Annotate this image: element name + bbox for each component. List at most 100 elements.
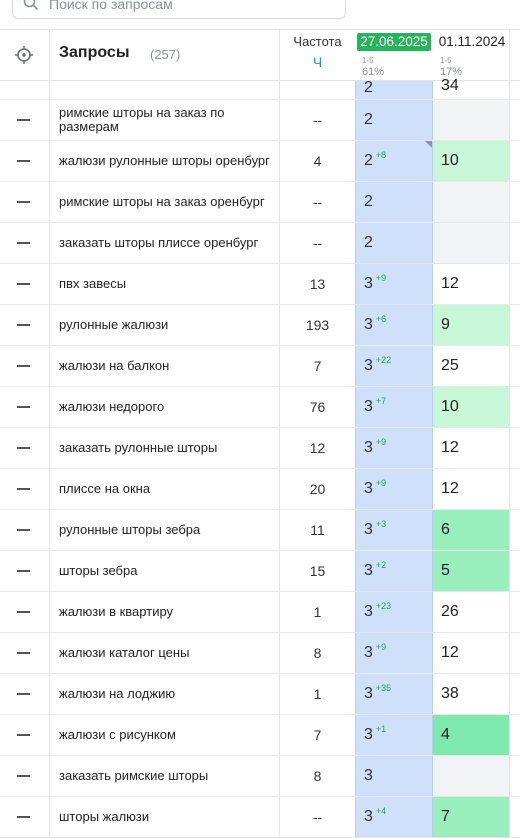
row-actions [0,756,50,796]
frequency-value: 1 [313,604,322,620]
crosshair-icon[interactable] [14,45,34,65]
table-row[interactable]: жалюзи на балкон 7 3 +22 25 [0,346,520,387]
date2-label[interactable]: 01.11.2024 [438,34,506,49]
table-header: Запросы (257) Частота Ч 27.06.2025 1-5 6… [0,29,520,81]
position-value: 5 [441,562,450,579]
frequency-type[interactable]: Ч [312,54,323,70]
table-row[interactable]: шторы жалюзи -- 3 +4 7 [0,797,520,838]
row-position-date1: 3 [355,756,433,796]
minus-icon[interactable] [17,119,30,121]
row-query[interactable]: заказать шторы плиссе оренбург [50,223,280,263]
header-date1-cell[interactable]: 27.06.2025 1-5 61% [355,30,433,80]
minus-icon[interactable] [17,447,30,449]
table-row[interactable]: римские шторы на заказ по размерам -- 2 [0,100,520,141]
minus-icon[interactable] [17,570,30,572]
minus-icon[interactable] [17,242,30,244]
table-row[interactable]: заказать рулонные шторы 12 3 +9 12 [0,428,520,469]
minus-icon[interactable] [17,611,30,613]
minus-icon[interactable] [17,488,30,490]
position-value: 3 +2 [364,560,387,580]
table-row[interactable]: жалюзи с рисунком 7 3 +1 4 [0,715,520,756]
minus-icon[interactable] [17,283,30,285]
row-frequency: 8 [280,633,355,673]
row-actions [0,305,50,345]
row-frequency: 1 [280,674,355,714]
row-query[interactable]: жалюзи недорого [50,387,280,427]
row-actions [0,797,50,837]
row-query[interactable]: шторы зебра [50,551,280,591]
frequency-value: 15 [309,563,326,579]
table-row[interactable]: рулонные шторы зебра 11 3 +3 6 [0,510,520,551]
search-box[interactable] [12,0,346,19]
row-query[interactable]: римские шторы на заказ по размерам [50,100,280,140]
position-number: 3 [364,398,373,415]
row-position-date1: 3 +22 [355,346,433,386]
frequency-value: -- [312,809,323,825]
row-query[interactable]: рулонные жалюзи [50,305,280,345]
minus-icon[interactable] [17,816,30,818]
position-value: 10 [441,152,459,169]
table-row[interactable]: заказать шторы плиссе оренбург -- 2 [0,223,520,264]
row-query[interactable]: жалюзи рулонные шторы оренбург [50,141,280,181]
position-delta: +2 [375,560,387,570]
row-query[interactable]: заказать рулонные шторы [50,428,280,468]
row-query[interactable]: заказать римские шторы [50,756,280,796]
minus-icon[interactable] [17,365,30,367]
search-input[interactable] [47,0,331,15]
minus-icon[interactable] [17,160,30,162]
position-number: 3 [364,644,373,661]
row-position-date2: 12 [433,264,510,304]
row-position-date1: 3 +6 [355,305,433,345]
table-row[interactable]: пвх завесы 13 3 +9 12 [0,264,520,305]
minus-icon[interactable] [17,324,30,326]
table-row[interactable]: жалюзи в квартиру 1 3 +23 26 [0,592,520,633]
row-frequency: 4 [280,141,355,181]
row-position-date1: 3 +9 [355,633,433,673]
row-actions [0,81,50,99]
minus-icon[interactable] [17,406,30,408]
date1-badge[interactable]: 27.06.2025 [357,33,431,51]
row-position-date1: 3 +7 [355,387,433,427]
row-query[interactable]: плиссе на окна [50,469,280,509]
minus-icon[interactable] [17,529,30,531]
row-query[interactable]: рулонные шторы зебра [50,510,280,550]
row-query[interactable]: шторы жалюзи [50,797,280,837]
header-date2-cell[interactable]: 01.11.2024 1-5 17% [433,30,510,80]
table-row[interactable]: жалюзи недорого 76 3 +7 10 [0,387,520,428]
row-query[interactable]: римские шторы на заказ оренбург [50,182,280,222]
date1-percent: 61% [362,66,385,78]
table-row[interactable]: плиссе на окна 20 3 +9 12 [0,469,520,510]
minus-icon[interactable] [17,693,30,695]
table-row[interactable]: рулонные жалюзи 193 3 +6 9 [0,305,520,346]
header-queries-cell[interactable]: Запросы (257) [50,30,280,80]
table-row[interactable]: жалюзи на лоджию 1 3 +35 38 [0,674,520,715]
position-number: 2 [364,234,373,251]
position-number: 3 [364,439,373,456]
row-frequency: -- [280,797,355,837]
table-row[interactable]: жалюзи рулонные шторы оренбург 4 2 +8 10 [0,141,520,182]
minus-icon[interactable] [17,652,30,654]
row-query[interactable]: жалюзи каталог цены [50,633,280,673]
row-query[interactable]: пвх завесы [50,264,280,304]
row-frequency [280,81,355,99]
minus-icon[interactable] [17,734,30,736]
table-row[interactable]: заказать римские шторы 8 3 [0,756,520,797]
row-query[interactable]: жалюзи с рисунком [50,715,280,755]
table-row[interactable]: жалюзи каталог цены 8 3 +9 12 [0,633,520,674]
table-row[interactable]: шторы зебра 15 3 +2 5 [0,551,520,592]
position-value: 2 [364,193,376,211]
position-number: 3 [364,726,373,743]
minus-icon[interactable] [17,775,30,777]
queries-count: (257) [150,47,181,62]
row-query[interactable]: жалюзи на лоджию [50,674,280,714]
position-value: 3 +9 [364,642,386,662]
row-query[interactable]: жалюзи в квартиру [50,592,280,632]
position-value: 34 [441,77,459,94]
row-query[interactable]: жалюзи на балкон [50,346,280,386]
header-frequency-cell[interactable]: Частота Ч [280,30,355,80]
frequency-value: 20 [309,481,326,497]
row-actions [0,100,50,140]
minus-icon[interactable] [17,201,30,203]
position-value: 3 +23 [364,601,391,621]
table-row[interactable]: римские шторы на заказ оренбург -- 2 [0,182,520,223]
